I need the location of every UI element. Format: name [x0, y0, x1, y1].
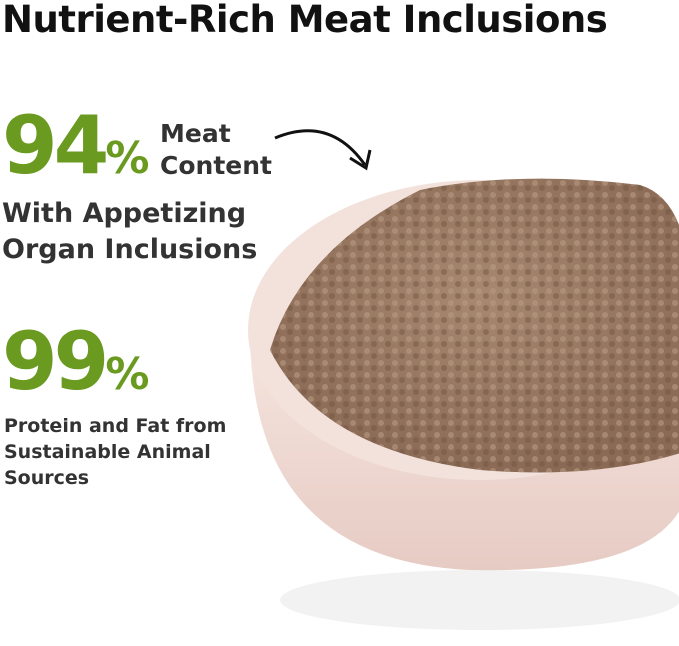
stat-protein-percent: 99%	[2, 322, 149, 402]
percent-sign: %	[105, 349, 150, 400]
label-line: Content	[160, 151, 272, 180]
label-line: Protein and Fat from	[4, 415, 227, 437]
page-title: Nutrient-Rich Meat Inclusions	[2, 0, 608, 41]
label-line: Sources	[4, 467, 90, 489]
sub-line: Organ Inclusions	[2, 234, 258, 265]
sub-line: With Appetizing	[2, 198, 247, 229]
label-line: Meat	[160, 119, 231, 148]
stat-meat-sub: With Appetizing Organ Inclusions	[2, 196, 257, 268]
arrow-icon	[274, 129, 367, 166]
stat-meat-label: Meat Content	[160, 118, 272, 182]
stat-number: 94	[2, 99, 109, 192]
percent-sign: %	[105, 133, 150, 184]
label-line: Sustainable Animal	[4, 441, 211, 463]
stat-number: 99	[2, 315, 109, 408]
stat-protein-label: Protein and Fat from Sustainable Animal So…	[4, 413, 226, 491]
stat-meat-percent: 94%	[2, 106, 149, 186]
